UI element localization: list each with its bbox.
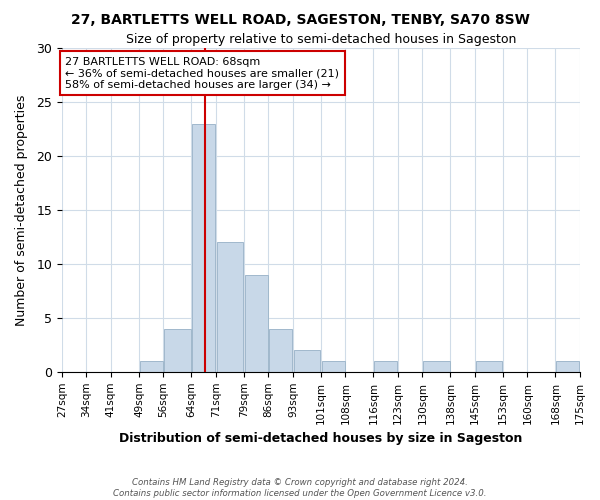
Bar xyxy=(294,350,320,372)
Bar xyxy=(217,242,243,372)
Text: Contains HM Land Registry data © Crown copyright and database right 2024.
Contai: Contains HM Land Registry data © Crown c… xyxy=(113,478,487,498)
Title: Size of property relative to semi-detached houses in Sageston: Size of property relative to semi-detach… xyxy=(126,32,516,46)
Text: 27, BARTLETTS WELL ROAD, SAGESTON, TENBY, SA70 8SW: 27, BARTLETTS WELL ROAD, SAGESTON, TENBY… xyxy=(71,12,529,26)
Bar xyxy=(556,361,579,372)
Bar xyxy=(193,124,215,372)
Bar xyxy=(374,361,397,372)
Bar xyxy=(322,361,344,372)
Bar xyxy=(140,361,163,372)
Bar xyxy=(269,328,292,372)
Bar xyxy=(245,274,268,372)
Bar xyxy=(424,361,449,372)
Y-axis label: Number of semi-detached properties: Number of semi-detached properties xyxy=(15,94,28,326)
Bar xyxy=(164,328,191,372)
Bar xyxy=(476,361,502,372)
X-axis label: Distribution of semi-detached houses by size in Sageston: Distribution of semi-detached houses by … xyxy=(119,432,523,445)
Text: 27 BARTLETTS WELL ROAD: 68sqm
← 36% of semi-detached houses are smaller (21)
58%: 27 BARTLETTS WELL ROAD: 68sqm ← 36% of s… xyxy=(65,56,340,90)
